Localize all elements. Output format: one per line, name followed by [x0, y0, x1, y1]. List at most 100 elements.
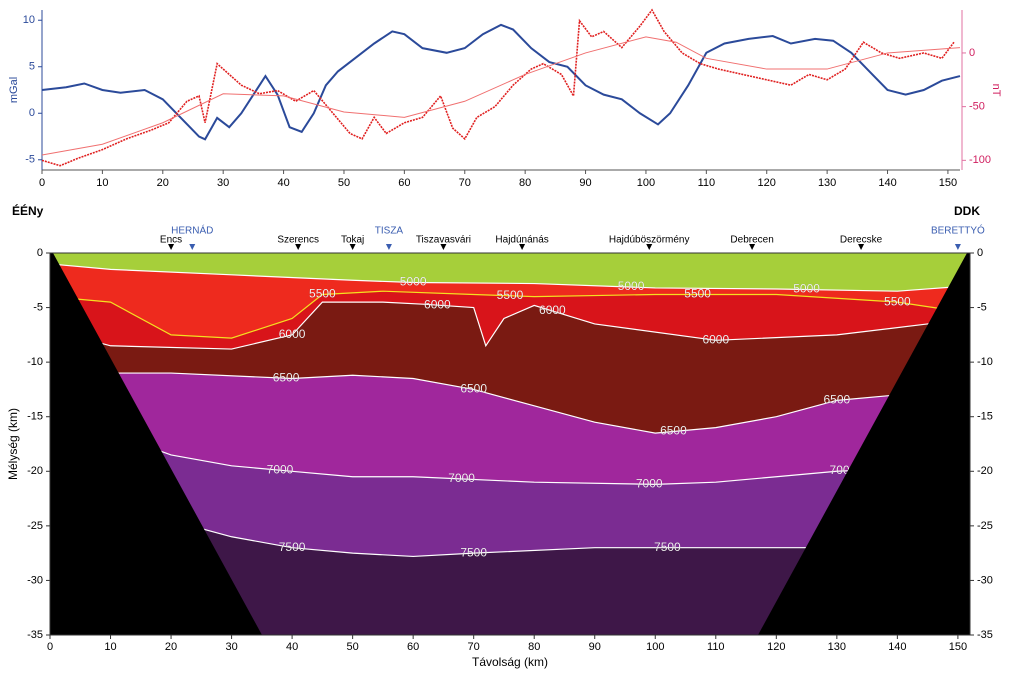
x-tick-label: 60 — [398, 177, 410, 189]
station-marker — [349, 244, 356, 250]
contour-label: 7500 — [279, 540, 306, 554]
x-tick-label: 140 — [878, 177, 896, 189]
y2-tick-label: -50 — [969, 101, 985, 113]
contour-label: 7500 — [460, 545, 487, 559]
river-marker — [385, 244, 392, 250]
contour-label: 6000 — [279, 327, 306, 341]
station-label: Tiszavasvári — [416, 235, 471, 246]
station-marker — [646, 244, 653, 250]
x-tick-label: 130 — [828, 641, 846, 653]
x-tick-label: 90 — [579, 177, 591, 189]
y-tick-label: -10 — [977, 356, 993, 368]
station-marker — [519, 244, 526, 250]
y-tick-label: -25 — [977, 520, 993, 532]
plot-frame — [49, 252, 971, 636]
contour-label: 6500 — [460, 382, 487, 396]
x-tick-label: 50 — [338, 177, 350, 189]
x-tick-label: 120 — [767, 641, 785, 653]
contour-label: 5000 — [793, 282, 820, 296]
y-tick-label: 0 — [977, 247, 983, 259]
y-tick-label: -30 — [27, 574, 43, 586]
x-tick-label: 40 — [286, 641, 298, 653]
station-marker — [440, 244, 447, 250]
station-label: Szerencs — [277, 235, 319, 246]
river-label: BERETTYÓ — [931, 224, 985, 237]
contour-label: 5500 — [884, 294, 911, 308]
y-tick-label: -20 — [27, 465, 43, 477]
y2-tick-label: 0 — [969, 47, 975, 59]
river-label: HERNÁD — [171, 224, 213, 237]
right-direction-label: DDK — [954, 204, 980, 218]
x-tick-label: 30 — [225, 641, 237, 653]
contour-line — [49, 514, 971, 558]
y-tick-label: -20 — [977, 465, 993, 477]
left-direction-label: ÉÉNy — [12, 203, 44, 218]
contour-line — [50, 372, 971, 434]
y-tick-label: -35 — [27, 629, 43, 641]
river-label: TISZA — [375, 226, 404, 237]
contour-line — [49, 427, 971, 485]
x-tick-label: 110 — [707, 641, 725, 653]
velocity-band — [50, 253, 970, 292]
y-tick-label: -5 — [25, 154, 35, 166]
y2-tick-label: -100 — [969, 154, 991, 166]
data-line — [41, 36, 961, 156]
y2-axis-label: nT — [990, 84, 1002, 97]
x-tick-label: 110 — [698, 177, 716, 189]
contour-label: 6500 — [823, 393, 850, 407]
river-marker — [189, 244, 196, 250]
y-tick-label: -15 — [977, 411, 993, 423]
x-tick-label: 10 — [96, 177, 108, 189]
y-tick-label: 5 — [29, 61, 35, 73]
x-tick-label: 100 — [646, 641, 664, 653]
x-tick-label: 0 — [39, 177, 45, 189]
contour-label: 7000 — [267, 462, 294, 476]
x-tick-label: 40 — [277, 177, 289, 189]
contour-label: 7000 — [448, 471, 475, 485]
contour-label: 7500 — [654, 540, 681, 554]
contour-label: 5500 — [497, 288, 524, 302]
x-tick-label: 20 — [165, 641, 177, 653]
station-marker — [749, 244, 756, 250]
contour-label: 5500 — [684, 287, 711, 301]
y-tick-label: -35 — [977, 629, 993, 641]
y-tick-label: -5 — [33, 301, 43, 313]
contour-line — [49, 263, 971, 292]
x-tick-label: 30 — [217, 177, 229, 189]
x-tick-label: 10 — [104, 641, 116, 653]
y-tick-label: 10 — [23, 14, 35, 26]
x-axis-label: Távolság (km) — [472, 655, 548, 669]
station-label: Hajdúnánás — [495, 235, 548, 246]
data-line — [41, 8, 955, 167]
contour-label: 6000 — [702, 332, 729, 346]
data-line — [41, 23, 961, 141]
station-marker — [168, 244, 175, 250]
x-tick-label: 70 — [468, 641, 480, 653]
y-tick-label: -30 — [977, 574, 993, 586]
station-marker — [858, 244, 865, 250]
x-tick-label: 130 — [818, 177, 836, 189]
x-tick-label: 120 — [758, 177, 776, 189]
contour-label: 6000 — [539, 303, 566, 317]
x-tick-label: 140 — [888, 641, 906, 653]
contour-label: 5000 — [618, 279, 645, 293]
y-tick-label: -15 — [27, 411, 43, 423]
x-tick-label: 100 — [637, 177, 655, 189]
y-tick-label: -5 — [977, 301, 987, 313]
y-tick-label: 0 — [29, 107, 35, 119]
y-axis-label: mGal — [8, 77, 20, 103]
station-label: Tokaj — [341, 235, 364, 246]
mask — [50, 253, 262, 635]
x-tick-label: 20 — [157, 177, 169, 189]
y-axis-label: Mélység (km) — [6, 408, 20, 480]
y-tick-label: -25 — [27, 520, 43, 532]
x-tick-label: 90 — [589, 641, 601, 653]
station-label: Hajdúböszörmény — [609, 235, 690, 246]
x-tick-label: 80 — [528, 641, 540, 653]
river-marker — [954, 244, 961, 250]
contour-label: 6500 — [660, 424, 687, 438]
mask — [758, 253, 970, 635]
x-tick-label: 60 — [407, 641, 419, 653]
contour-line — [49, 301, 971, 350]
